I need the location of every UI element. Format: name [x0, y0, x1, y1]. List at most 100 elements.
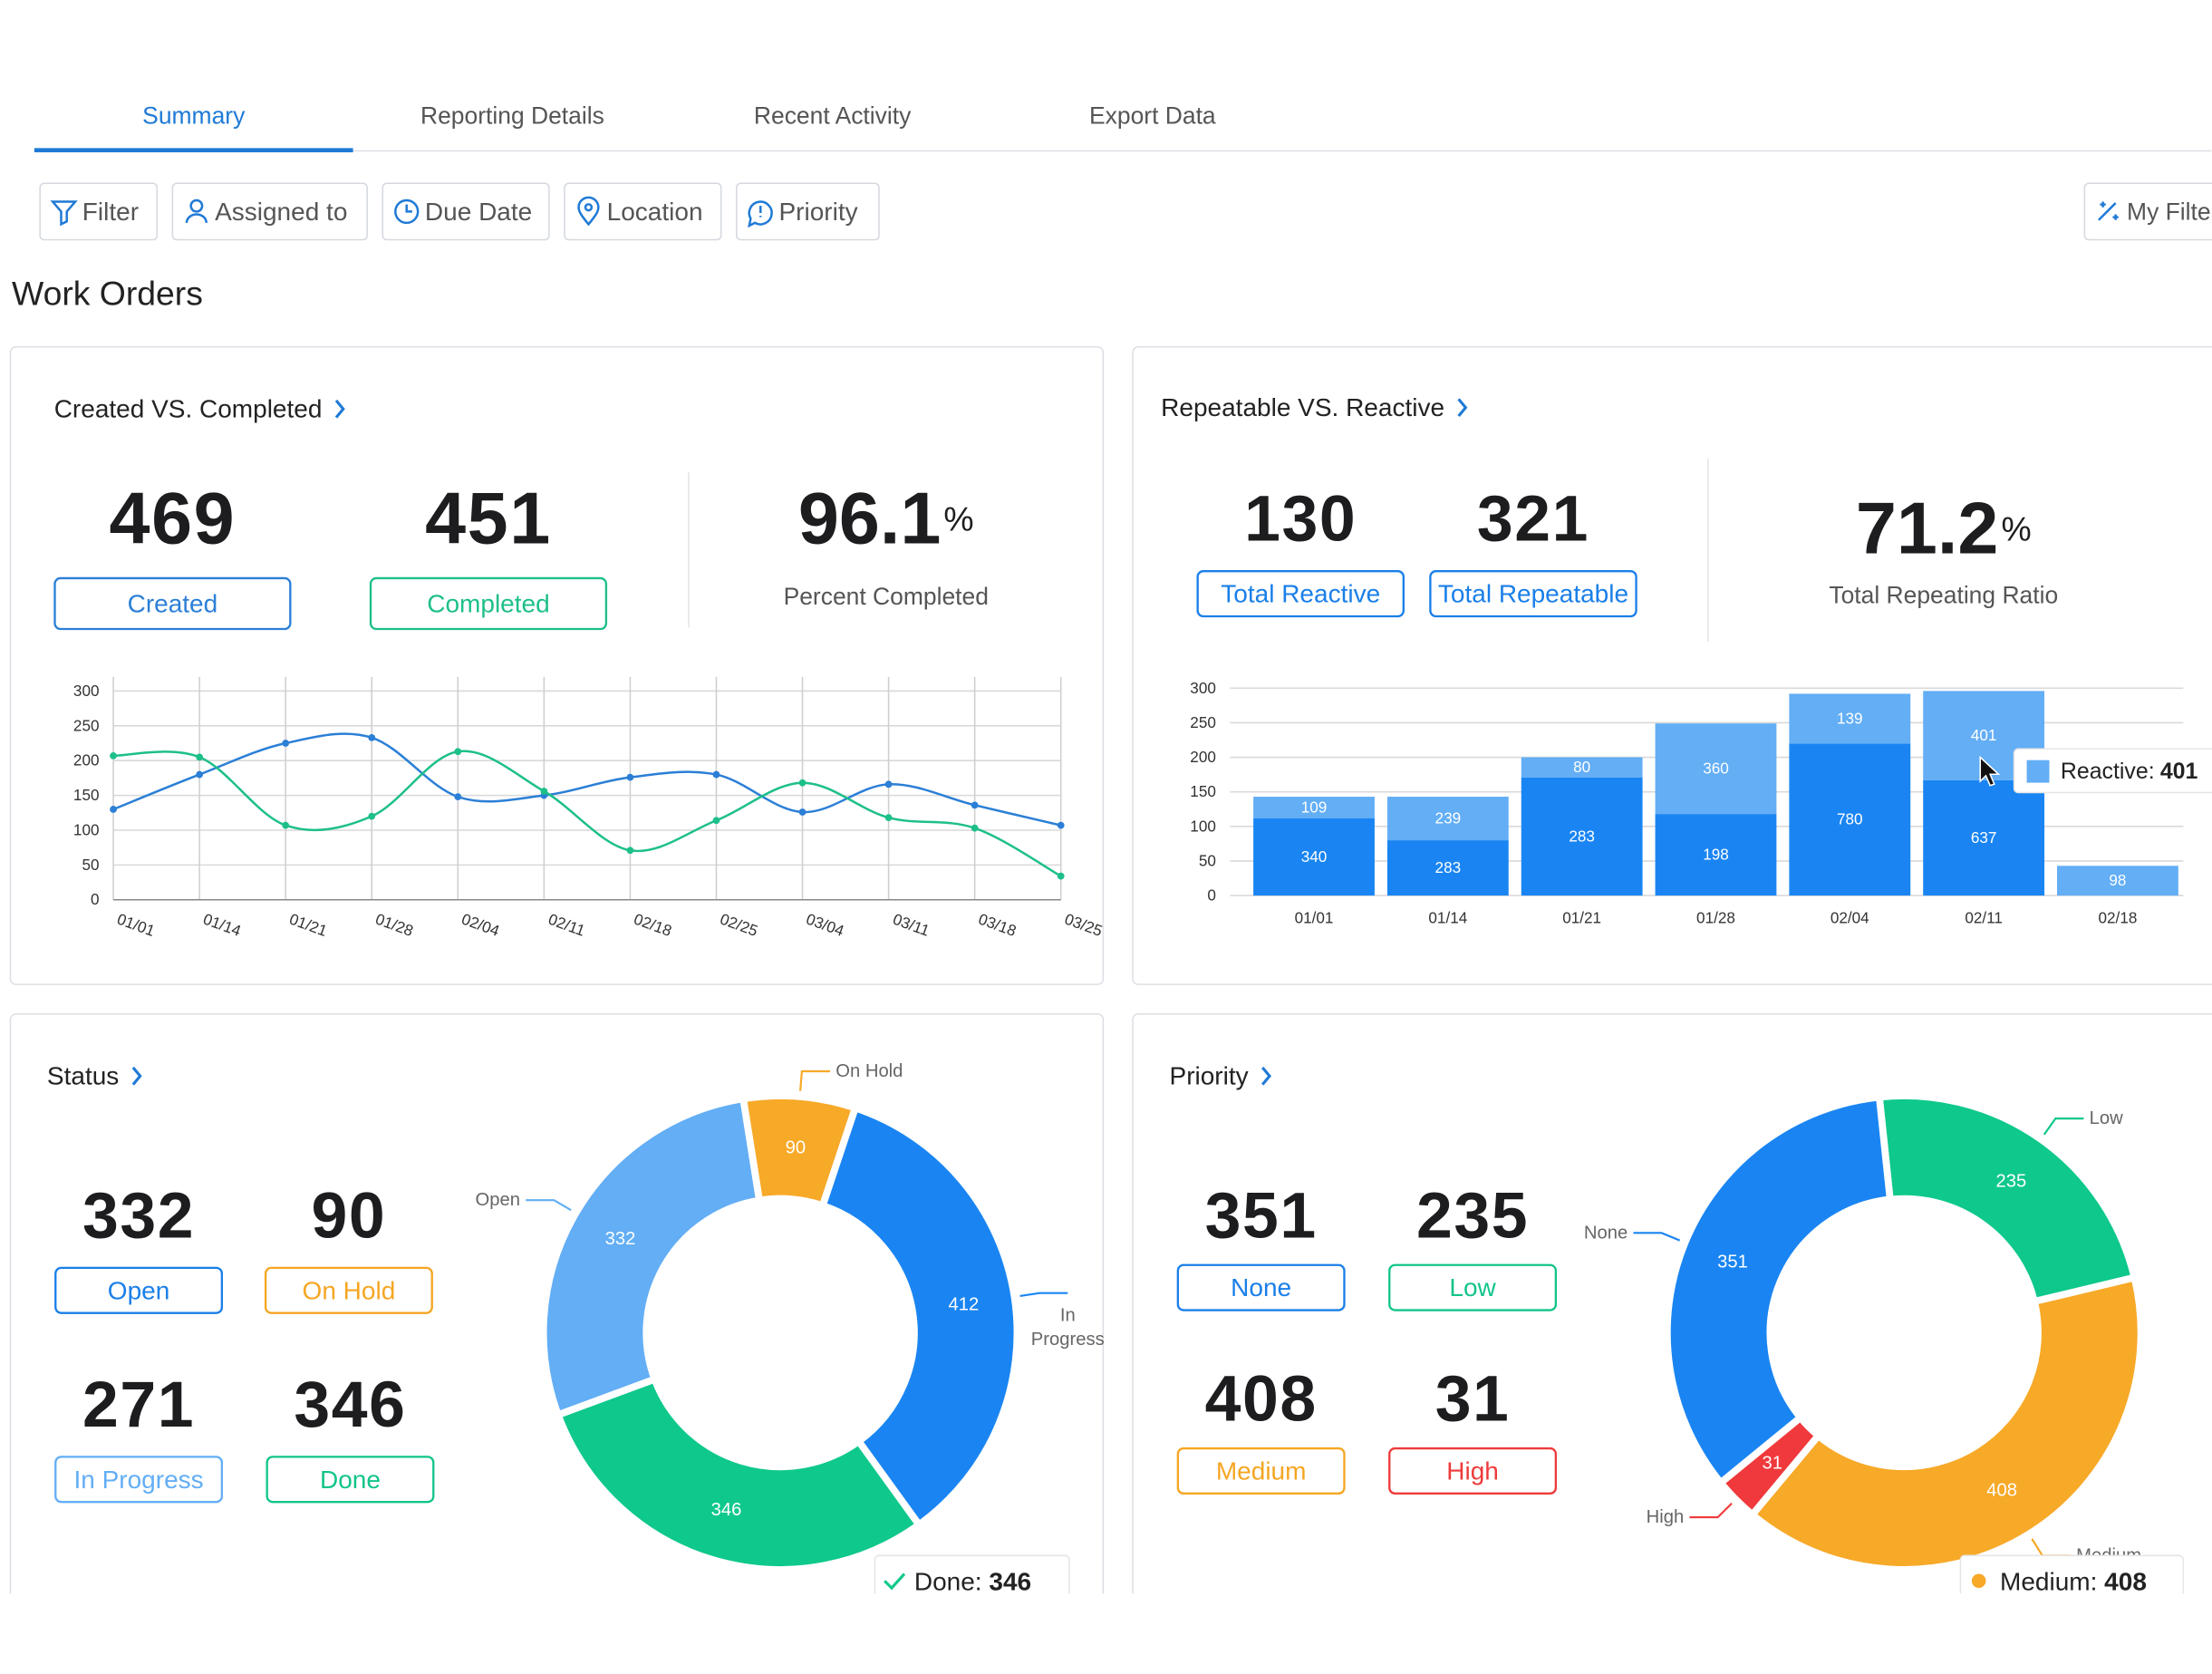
kpi-value: 469 [110, 479, 237, 560]
ratio-label: Total Repeating Ratio [1829, 582, 2058, 609]
y-tick-label: 0 [1207, 887, 1216, 905]
slice-label: 351 [1717, 1253, 1748, 1272]
bar-segment [1386, 840, 1509, 896]
tooltip-label: Done: [914, 1567, 982, 1595]
filter-button[interactable]: Due Date [382, 182, 550, 241]
kpi-button[interactable] [1429, 570, 1637, 618]
ratio-unit: % [2001, 510, 2031, 548]
slice-label: 408 [1986, 1480, 2017, 1500]
tooltip-icon [884, 1572, 906, 1591]
filter-button[interactable]: Location [564, 182, 722, 241]
my-filters-button[interactable]: My Filters [2083, 182, 2212, 241]
line-point [626, 773, 634, 781]
bar-label: 340 [1301, 848, 1328, 866]
y-tick-label: 100 [1190, 818, 1216, 835]
y-tick-label: 250 [1190, 714, 1216, 731]
filter-box [564, 182, 722, 241]
kpi-value: 351 [1205, 1179, 1318, 1252]
tooltip-text: Medium: 408 [2000, 1567, 2147, 1595]
bar-label: 637 [1971, 829, 1997, 847]
line-point [196, 770, 204, 779]
kpi-label: In Progress [73, 1466, 203, 1494]
y-tick-label: 50 [82, 856, 99, 874]
kpi-button[interactable] [54, 1456, 224, 1504]
kpi-button[interactable] [1196, 570, 1405, 618]
bar-label: 109 [1301, 798, 1328, 816]
tab[interactable]: Summary [142, 102, 246, 130]
kpi-button[interactable] [54, 1266, 224, 1314]
line-point [798, 808, 807, 816]
bar-segment [1789, 693, 1911, 744]
kpi-button[interactable] [264, 1266, 433, 1314]
tab-underline [34, 148, 353, 153]
filter-icon [577, 196, 600, 227]
kpi-button[interactable] [1176, 1263, 1346, 1311]
kpi-label: On Hold [303, 1276, 396, 1304]
tab[interactable]: Reporting Details [420, 102, 604, 130]
donut-slice [1875, 1092, 2140, 1306]
ratio-value: 96.1% [798, 479, 974, 560]
panel-title[interactable]: Created VS. Completed [54, 395, 323, 423]
line-point [110, 806, 117, 813]
slice-label: 346 [711, 1500, 742, 1520]
kpi-label: Low [1449, 1273, 1496, 1301]
filter-icon [189, 198, 204, 213]
y-tick-label: 200 [1190, 749, 1216, 766]
bar-segment [1253, 797, 1375, 818]
page-title: Work Orders [12, 275, 203, 313]
donut-slice [539, 1094, 764, 1420]
y-tick-label: 250 [73, 717, 100, 734]
callout-line [1689, 1502, 1733, 1519]
panel-title[interactable]: Priority [1170, 1062, 1249, 1090]
kpi-button[interactable] [266, 1456, 435, 1504]
kpi-button[interactable] [53, 576, 292, 631]
ratio-number: 96.1 [798, 479, 941, 560]
panel-title[interactable]: Repeatable VS. Reactive [1161, 393, 1444, 421]
panel-box [9, 346, 1105, 985]
kpi-value: 332 [82, 1179, 195, 1252]
kpi-value: 321 [1477, 483, 1589, 556]
chevron [1261, 1066, 1272, 1086]
tooltip-swatch [2026, 760, 2050, 783]
bar-label: 198 [1703, 847, 1729, 864]
filter-box [171, 182, 368, 241]
y-tick-label: 150 [1190, 783, 1216, 800]
filter-label: Location [607, 198, 703, 226]
tooltip-text: Reactive: 401 [2061, 759, 2198, 784]
bar-label: 780 [1837, 811, 1863, 828]
filter-label: Due Date [425, 198, 532, 226]
kpi-button[interactable] [369, 576, 608, 631]
kpi-label: Open [108, 1276, 170, 1304]
y-tick-label: 0 [91, 891, 100, 908]
filter-icon [584, 203, 594, 212]
slice-label: 90 [786, 1138, 807, 1158]
kpi-button[interactable] [1176, 1447, 1346, 1495]
bar-label: 360 [1703, 760, 1729, 778]
y-tick-label: 150 [73, 787, 100, 804]
x-tick-label: 01/01 [1295, 909, 1334, 926]
filter-button[interactable]: Filter [39, 182, 159, 241]
filter-box [382, 182, 550, 241]
kpi-label: Total Reactive [1221, 580, 1380, 608]
tab[interactable]: Recent Activity [754, 102, 912, 130]
filter-button[interactable]: Priority [736, 182, 880, 241]
x-tick-label: 01/14 [1428, 909, 1467, 926]
tab[interactable]: Export Data [1089, 102, 1216, 130]
x-tick-label: 02/18 [2099, 909, 2138, 926]
bar-label: 98 [2109, 872, 2126, 889]
kpi-button[interactable] [1388, 1447, 1558, 1495]
slice-label: 332 [605, 1229, 636, 1249]
slice-label: 235 [1995, 1171, 2026, 1191]
bottom-cover [0, 1593, 2212, 1674]
bar-segment [1386, 797, 1509, 841]
filter-button[interactable]: Assigned to [171, 182, 368, 241]
bar-segment [1521, 777, 1643, 896]
callout-label: Open [476, 1190, 520, 1210]
panel-title[interactable]: Status [47, 1062, 119, 1090]
filter-icon [405, 204, 412, 213]
kpi-button[interactable] [1388, 1263, 1558, 1311]
line-point [971, 801, 979, 809]
line-point [626, 847, 634, 855]
line-point [454, 748, 462, 756]
